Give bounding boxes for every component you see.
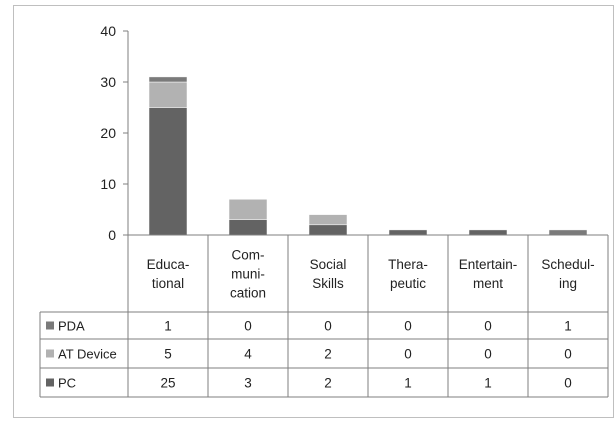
bar-at-device (228, 199, 268, 220)
legend-key-at-device (46, 349, 54, 358)
data-label: 1 (404, 376, 412, 391)
data-label: 2 (324, 376, 332, 391)
data-label: 1 (484, 376, 492, 391)
data-label: 0 (404, 347, 412, 362)
chart-frame: 0 10 20 30 40 Educa-tional Com-muni-cation Soci… (13, 5, 614, 418)
y-tick-label: 40 (100, 23, 116, 39)
bar-pc (468, 229, 508, 236)
bar-at-device (148, 81, 188, 108)
x-category-label: Social Skills (310, 257, 347, 291)
bar-pc (308, 224, 348, 236)
data-label: 5 (164, 347, 172, 362)
data-label: 0 (564, 376, 572, 391)
bar-pc (148, 107, 188, 236)
y-tick-label: 10 (100, 176, 116, 192)
data-label: 0 (484, 347, 492, 362)
data-label: 2 (324, 347, 332, 362)
x-category-label: Entertain-ment (459, 257, 518, 291)
x-category-label: Thera-peutic (388, 257, 428, 291)
bar-pc (228, 219, 268, 236)
legend-label: AT Device (58, 347, 117, 362)
y-tick-label: 0 (108, 227, 116, 243)
data-label: 25 (160, 376, 175, 391)
y-tick-label: 30 (100, 74, 116, 90)
data-label: 3 (244, 376, 252, 391)
data-label: 0 (484, 319, 492, 334)
data-label: 0 (324, 319, 332, 334)
legend-key-pda (46, 321, 54, 330)
bar-at-device (308, 214, 348, 226)
data-label: 4 (244, 347, 252, 362)
legend-label: PC (58, 376, 76, 391)
stacked-bar-chart: 010203040Educa-tionalCom-muni-cationSoci… (39, 23, 609, 398)
legend-label: PDA (58, 319, 85, 334)
legend-key-pc (46, 378, 54, 387)
bar-pda (148, 76, 188, 83)
x-category-label: Schedul-ing (541, 257, 594, 291)
data-label: 0 (244, 319, 252, 334)
bar-pc (388, 229, 428, 236)
data-label: 1 (164, 319, 172, 334)
data-label: 0 (564, 347, 572, 362)
x-category-label: Educa-tional (147, 257, 190, 291)
data-label: 1 (564, 319, 572, 334)
x-category-label: Com-muni-cation (230, 248, 266, 301)
bar-pda (548, 229, 588, 236)
data-label: 0 (404, 319, 412, 334)
y-tick-label: 20 (100, 125, 116, 141)
